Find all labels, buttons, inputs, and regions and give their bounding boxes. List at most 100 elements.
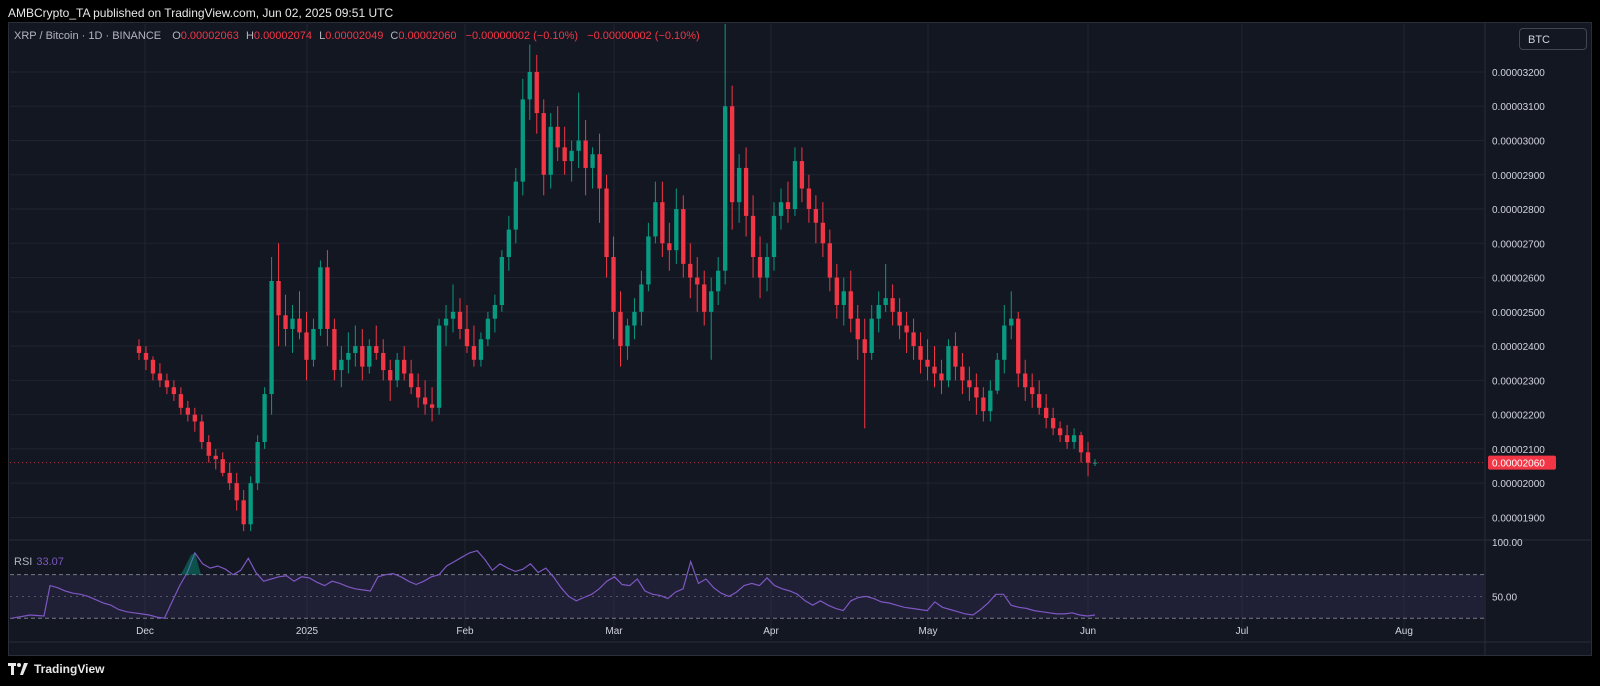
- candle-body: [1085, 452, 1091, 463]
- candle-body: [583, 140, 588, 168]
- candle-body: [667, 243, 672, 251]
- footer-brand-name: TradingView: [34, 662, 105, 676]
- candle-body: [736, 167, 742, 203]
- candle-body: [241, 500, 246, 525]
- rsi-overbought-fill: [180, 552, 201, 575]
- candle-body: [967, 380, 972, 388]
- candle-body: [346, 352, 351, 360]
- candle-body: [499, 257, 505, 305]
- candle-body: [471, 346, 477, 360]
- rsi-value: 33.07: [36, 556, 64, 568]
- high-label: H: [245, 30, 254, 42]
- symbol-name: XRP / Bitcoin · 1D · BINANCE: [14, 30, 162, 42]
- candle-body: [248, 483, 253, 525]
- candle-body: [806, 188, 812, 210]
- rsi-line: [11, 550, 1096, 619]
- candle-body: [639, 284, 644, 312]
- candle-body: [764, 257, 770, 278]
- candle-body: [932, 366, 937, 374]
- candle-body: [597, 154, 602, 189]
- candle-body: [353, 346, 358, 353]
- candle-body: [304, 332, 309, 360]
- candle-body: [625, 325, 630, 347]
- candle-body: [339, 359, 344, 371]
- y-tick-label: 0.00001900: [1492, 513, 1545, 524]
- rsi-band: [10, 574, 1484, 619]
- candle-body: [562, 147, 567, 162]
- y-tick-label: 0.00003200: [1492, 68, 1545, 79]
- candle-body: [869, 318, 874, 353]
- candle-body: [716, 270, 721, 292]
- candle-body: [157, 373, 163, 381]
- candle-body: [402, 359, 407, 374]
- candle-body: [960, 366, 965, 381]
- candle-body: [1023, 373, 1028, 388]
- y-tick-label: 0.00002200: [1492, 411, 1545, 422]
- candle-body: [234, 483, 239, 501]
- candle-body: [1002, 325, 1007, 360]
- candle-body: [318, 267, 323, 329]
- candle-body: [778, 202, 784, 216]
- candle-body: [792, 161, 798, 210]
- candle-body: [311, 328, 316, 360]
- candle-body: [255, 442, 260, 484]
- x-tick-label: Jul: [1236, 626, 1249, 637]
- candle-body: [1071, 435, 1077, 443]
- candle-body: [1009, 318, 1014, 326]
- candle-body: [702, 284, 707, 312]
- candle-body: [695, 277, 700, 285]
- candle-body: [771, 215, 777, 258]
- candle-body: [269, 281, 274, 395]
- rsi-legend[interactable]: RSI 33.07: [14, 556, 64, 568]
- candle-body: [569, 150, 574, 162]
- candle-body: [464, 328, 470, 347]
- close-label: C: [390, 30, 399, 42]
- currency-button[interactable]: BTC: [1519, 28, 1587, 50]
- x-tick-label: Dec: [136, 626, 154, 637]
- candle-body: [590, 154, 595, 168]
- candle-body: [262, 394, 267, 443]
- low-value: 0.00002049: [325, 30, 384, 42]
- candle-body: [492, 304, 498, 319]
- candle-body: [688, 263, 693, 278]
- candle-body: [974, 387, 979, 398]
- candle-body: [890, 298, 895, 312]
- candle-body: [178, 394, 184, 408]
- y-tick-label: 0.00002800: [1492, 205, 1545, 216]
- symbol-legend[interactable]: XRP / Bitcoin · 1D · BINANCE O0.00002063…: [14, 28, 700, 44]
- candle-body: [750, 215, 756, 258]
- candle-body: [743, 167, 749, 216]
- candle-body: [604, 188, 609, 258]
- candle-body: [729, 106, 735, 203]
- candle-body: [290, 318, 295, 329]
- candle-body: [150, 359, 156, 374]
- candle-body: [415, 387, 421, 398]
- candle-body: [953, 346, 958, 367]
- candle-body: [653, 202, 658, 237]
- y-tick-label: 0.00002700: [1492, 239, 1545, 250]
- candle-body: [192, 414, 197, 422]
- candle-body: [185, 407, 191, 415]
- candle-body: [576, 140, 581, 151]
- candle-body: [367, 346, 372, 367]
- change-value-2: −0.00000002 (−0.10%): [587, 30, 700, 42]
- candle-body: [527, 71, 532, 100]
- candle-body: [834, 277, 839, 305]
- candle-body: [443, 318, 449, 326]
- candle-body: [388, 370, 393, 381]
- y-tick-label: 0.00002100: [1492, 445, 1545, 456]
- candle-body: [883, 298, 888, 305]
- candle-body: [457, 311, 463, 329]
- candle-body: [646, 236, 651, 285]
- candle-body: [395, 359, 400, 381]
- candle-body: [297, 318, 302, 333]
- footer-brand[interactable]: TradingView: [8, 662, 104, 676]
- x-tick-label: May: [919, 626, 938, 637]
- candle-body: [408, 373, 414, 388]
- candle-body: [799, 161, 805, 189]
- tradingview-logo-icon: [8, 663, 28, 675]
- candle-body: [995, 359, 1000, 391]
- candle-body: [1057, 428, 1063, 436]
- open-value: 0.00002063: [180, 30, 239, 42]
